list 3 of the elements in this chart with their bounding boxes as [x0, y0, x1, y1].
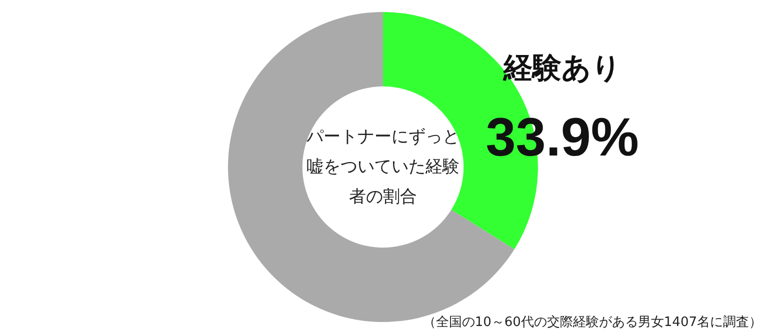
text: （全国の10～60代の交際経験がある男女1407名に調査）	[422, 314, 762, 330]
slice-label: 経験あり	[502, 50, 622, 85]
text: パートナーにずっと嘘をついていた経験者の割合	[306, 126, 460, 209]
